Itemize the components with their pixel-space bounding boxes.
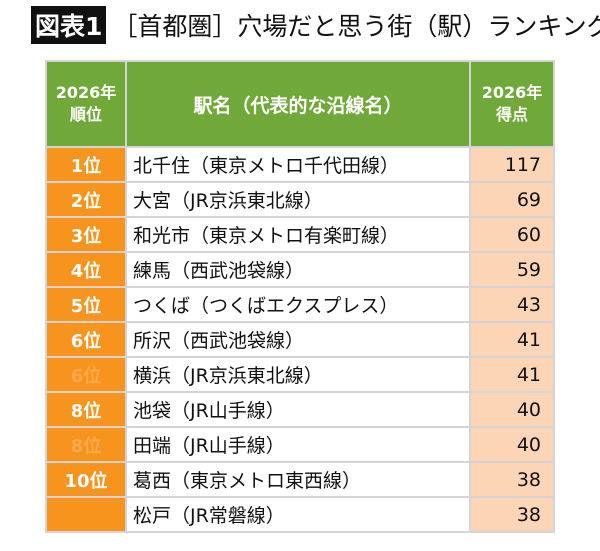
rank-cell: 3位: [45, 216, 127, 253]
score-cell: 41: [469, 321, 555, 358]
rank-cell: 6位: [45, 357, 127, 393]
table-row: 3位 和光市（東京メトロ有楽町線） 60: [45, 216, 555, 253]
table-row: 8位 田端（JR山手線） 40: [45, 426, 555, 463]
score-cell: 60: [469, 216, 555, 253]
ranking-table: 2026年 順位 駅名（代表的な沿線名） 2026年 得点 1位 北千住（東京メトロ…: [45, 60, 555, 533]
station-cell: 横浜（JR京浜東北線）: [125, 356, 471, 393]
rank-cell: 10位: [45, 461, 127, 498]
rank-cell: [45, 497, 127, 533]
score-cell: 41: [469, 356, 555, 393]
station-cell: 北千住（東京メトロ千代田線）: [125, 146, 471, 183]
header-score: 2026年 得点: [469, 60, 555, 148]
rank-cell: 5位: [45, 286, 127, 323]
score-cell: 117: [469, 146, 555, 183]
rank-cell: 2位: [45, 181, 127, 218]
score-cell: 38: [469, 496, 555, 533]
station-cell: 松戸（JR常磐線）: [125, 496, 471, 533]
score-cell: 40: [469, 426, 555, 463]
score-cell: 38: [469, 461, 555, 498]
station-cell: 練馬（西武池袋線）: [125, 251, 471, 288]
station-cell: 和光市（東京メトロ有楽町線）: [125, 216, 471, 253]
header-row: 2026年 順位 駅名（代表的な沿線名） 2026年 得点: [45, 60, 555, 148]
table-row: 6位 横浜（JR京浜東北線） 41: [45, 356, 555, 393]
table-row: 8位 池袋（JR山手線） 40: [45, 391, 555, 428]
header-station: 駅名（代表的な沿線名）: [125, 60, 471, 148]
table-row: 2位 大宮（JR京浜東北線） 69: [45, 181, 555, 218]
rank-cell: 8位: [45, 427, 127, 463]
table-row: 4位 練馬（西武池袋線） 59: [45, 251, 555, 288]
rank-cell: 6位: [45, 321, 127, 358]
station-cell: 葛西（東京メトロ東西線）: [125, 461, 471, 498]
table-row: 6位 所沢（西武池袋線） 41: [45, 321, 555, 358]
table-row: 松戸（JR常磐線） 38: [45, 496, 555, 533]
station-cell: 所沢（西武池袋線）: [125, 321, 471, 358]
table-row: 5位 つくば（つくばエクスプレス） 43: [45, 286, 555, 323]
rank-cell: 4位: [45, 251, 127, 288]
score-cell: 59: [469, 251, 555, 288]
score-cell: 43: [469, 286, 555, 323]
score-cell: 40: [469, 391, 555, 428]
table-row: 1位 北千住（東京メトロ千代田線） 117: [45, 146, 555, 183]
rank-cell: 1位: [45, 146, 127, 183]
figure-badge: 図表1: [31, 6, 107, 44]
table-row: 10位 葛西（東京メトロ東西線） 38: [45, 461, 555, 498]
station-cell: 田端（JR山手線）: [125, 426, 471, 463]
station-cell: 大宮（JR京浜東北線）: [125, 181, 471, 218]
figure-title: 図表1 ［首都圏］穴場だと思う街（駅）ランキング: [31, 6, 600, 44]
header-rank: 2026年 順位: [45, 60, 127, 148]
station-cell: 池袋（JR山手線）: [125, 391, 471, 428]
rank-cell: 8位: [45, 391, 127, 428]
station-cell: つくば（つくばエクスプレス）: [125, 286, 471, 323]
title-text: ［首都圏］穴場だと思う街（駅）ランキング: [112, 12, 600, 41]
score-cell: 69: [469, 181, 555, 218]
